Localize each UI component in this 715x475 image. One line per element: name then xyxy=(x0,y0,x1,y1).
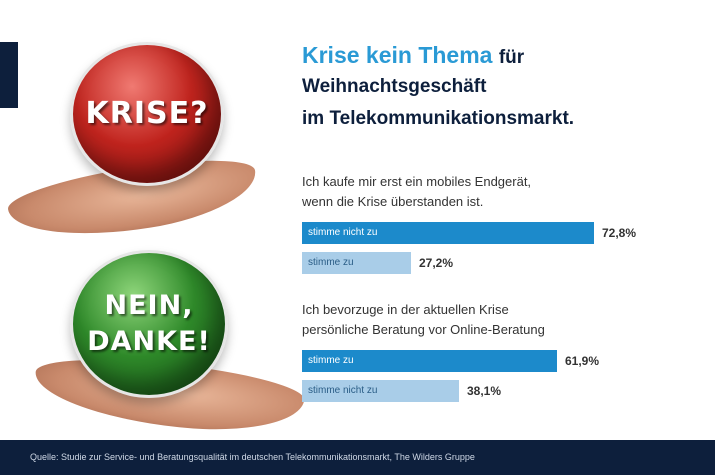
headline-rest: für xyxy=(498,47,525,68)
bar-value-label: 72,8% xyxy=(602,226,637,240)
headline-line-3: im Telekommunikationsmarkt. xyxy=(302,108,575,129)
question-2: Ich bevorzuge in der aktuellen Krise per… xyxy=(302,300,682,340)
bar-chart-1: stimme nicht zu 72,8% stimme zu 27,2% xyxy=(302,222,702,282)
question-1-line-1: Ich kaufe mir erst ein mobiles Endgerät, xyxy=(302,174,532,189)
question-2-line-2: persönliche Beratung vor Online-Beratung xyxy=(302,322,545,337)
question-1: Ich kaufe mir erst ein mobiles Endgerät,… xyxy=(302,172,682,212)
headline-highlight: Krise kein Thema xyxy=(302,42,493,68)
bar-value-label: 38,1% xyxy=(467,384,502,398)
bar-row: stimme nicht zu 38,1% xyxy=(302,380,702,402)
headline: Krise kein Thema für Weihnachtsgeschäft … xyxy=(302,42,702,133)
bar: stimme nicht zu xyxy=(302,222,594,244)
bar-row: stimme zu 27,2% xyxy=(302,252,702,274)
bar: stimme nicht zu xyxy=(302,380,459,402)
question-2-line-1: Ich bevorzuge in der aktuellen Krise xyxy=(302,302,509,317)
headline-line-2: Weihnachtsgeschäft xyxy=(302,76,487,97)
bar-chart-2: stimme zu 61,9% stimme nicht zu 38,1% xyxy=(302,350,702,410)
krise-ball: KRISE? xyxy=(70,42,224,186)
bar-value-label: 61,9% xyxy=(565,354,600,368)
bar: stimme zu xyxy=(302,350,557,372)
bar-value-label: 27,2% xyxy=(419,256,454,270)
bar: stimme zu xyxy=(302,252,411,274)
nein-danke-ball: NEIN, DANKE! xyxy=(70,250,228,398)
nein-ball-text: NEIN, xyxy=(104,290,194,321)
krise-ball-text: KRISE? xyxy=(85,96,209,131)
question-1-line-2: wenn die Krise überstanden ist. xyxy=(302,194,484,209)
source-footer: Quelle: Studie zur Service- und Beratung… xyxy=(0,440,715,475)
danke-ball-text: DANKE! xyxy=(87,326,211,357)
left-accent-tab xyxy=(0,42,18,108)
bar-row: stimme nicht zu 72,8% xyxy=(302,222,702,244)
bar-row: stimme zu 61,9% xyxy=(302,350,702,372)
